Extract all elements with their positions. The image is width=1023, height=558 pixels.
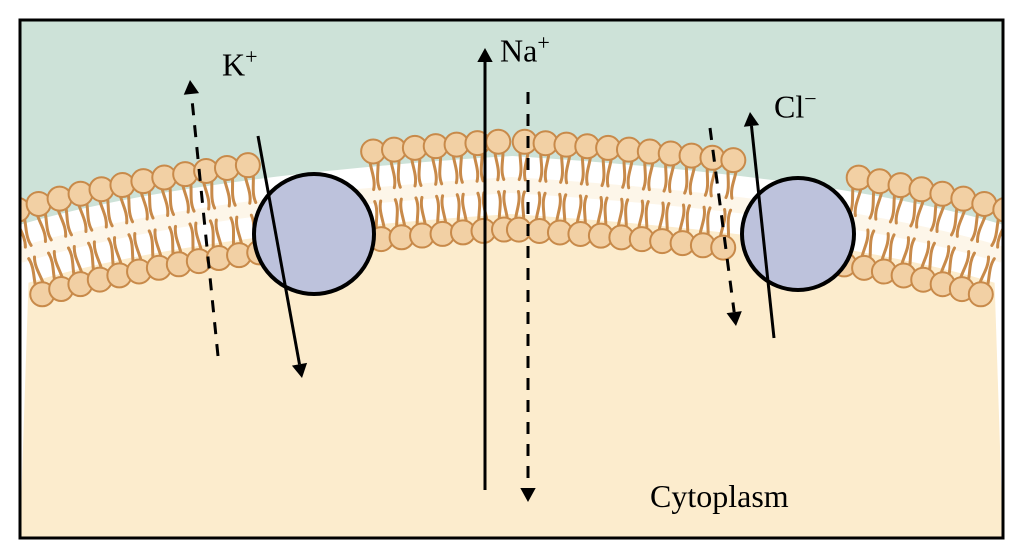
label-k-sup: + bbox=[245, 44, 257, 69]
label-na-sup: + bbox=[537, 30, 549, 55]
label-k-ion: K+ bbox=[222, 44, 258, 84]
label-cl-base: Cl bbox=[774, 89, 804, 125]
label-cl-sup: − bbox=[804, 86, 816, 111]
label-na-ion: Na+ bbox=[500, 30, 550, 70]
label-cl-ion: Cl− bbox=[774, 86, 817, 126]
diagram-stage: K+ Na+ Cl− Cytoplasm bbox=[0, 0, 1023, 558]
diagram-svg bbox=[0, 0, 1023, 558]
label-k-base: K bbox=[222, 47, 245, 83]
label-cytoplasm: Cytoplasm bbox=[650, 478, 789, 515]
label-na-base: Na bbox=[500, 33, 537, 69]
